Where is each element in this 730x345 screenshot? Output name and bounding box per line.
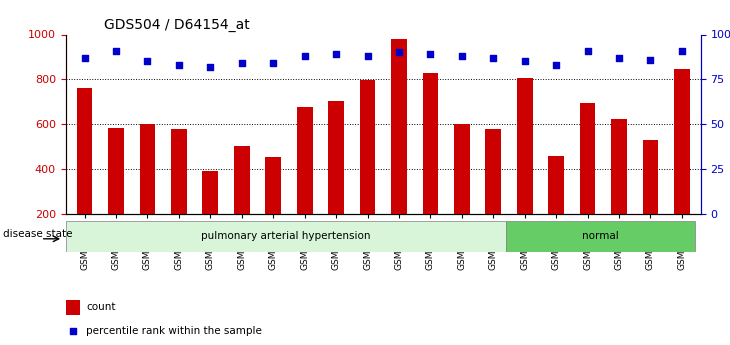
Bar — [611, 119, 627, 214]
Point — [79, 55, 91, 61]
Bar — [202, 171, 218, 214]
Bar — [297, 107, 312, 214]
Point — [456, 53, 468, 59]
Bar — [506, 221, 694, 252]
Point — [582, 48, 593, 53]
Point — [393, 50, 405, 55]
Point — [676, 48, 688, 53]
Point — [110, 48, 122, 53]
Text: disease state: disease state — [3, 229, 72, 239]
Bar — [66, 299, 80, 315]
Bar — [77, 88, 93, 214]
Bar — [517, 78, 533, 214]
Point — [488, 55, 499, 61]
Bar — [485, 129, 502, 214]
Text: normal: normal — [582, 231, 618, 241]
Point — [67, 328, 79, 334]
Bar — [454, 124, 469, 214]
Text: pulmonary arterial hypertension: pulmonary arterial hypertension — [201, 231, 371, 241]
Bar — [139, 124, 155, 214]
Bar — [234, 146, 250, 214]
Bar — [265, 157, 281, 214]
Point — [330, 51, 342, 57]
Bar — [66, 221, 506, 252]
Point — [173, 62, 185, 68]
Bar — [580, 103, 596, 214]
Point — [142, 59, 153, 64]
Text: percentile rank within the sample: percentile rank within the sample — [86, 326, 262, 336]
Point — [645, 57, 656, 62]
Text: GDS504 / D64154_at: GDS504 / D64154_at — [104, 18, 250, 32]
Point — [204, 64, 216, 70]
Bar — [642, 140, 658, 214]
Bar — [548, 156, 564, 214]
Bar — [674, 69, 690, 214]
Bar — [171, 129, 187, 214]
Bar — [391, 39, 407, 214]
Point — [550, 62, 562, 68]
Point — [236, 60, 247, 66]
Point — [519, 59, 531, 64]
Text: count: count — [86, 302, 115, 312]
Point — [613, 55, 625, 61]
Point — [425, 51, 437, 57]
Point — [361, 53, 373, 59]
Point — [299, 53, 310, 59]
Bar — [328, 101, 344, 214]
Point — [267, 60, 279, 66]
Bar — [423, 73, 438, 214]
Bar — [360, 80, 375, 214]
Bar — [108, 128, 124, 214]
